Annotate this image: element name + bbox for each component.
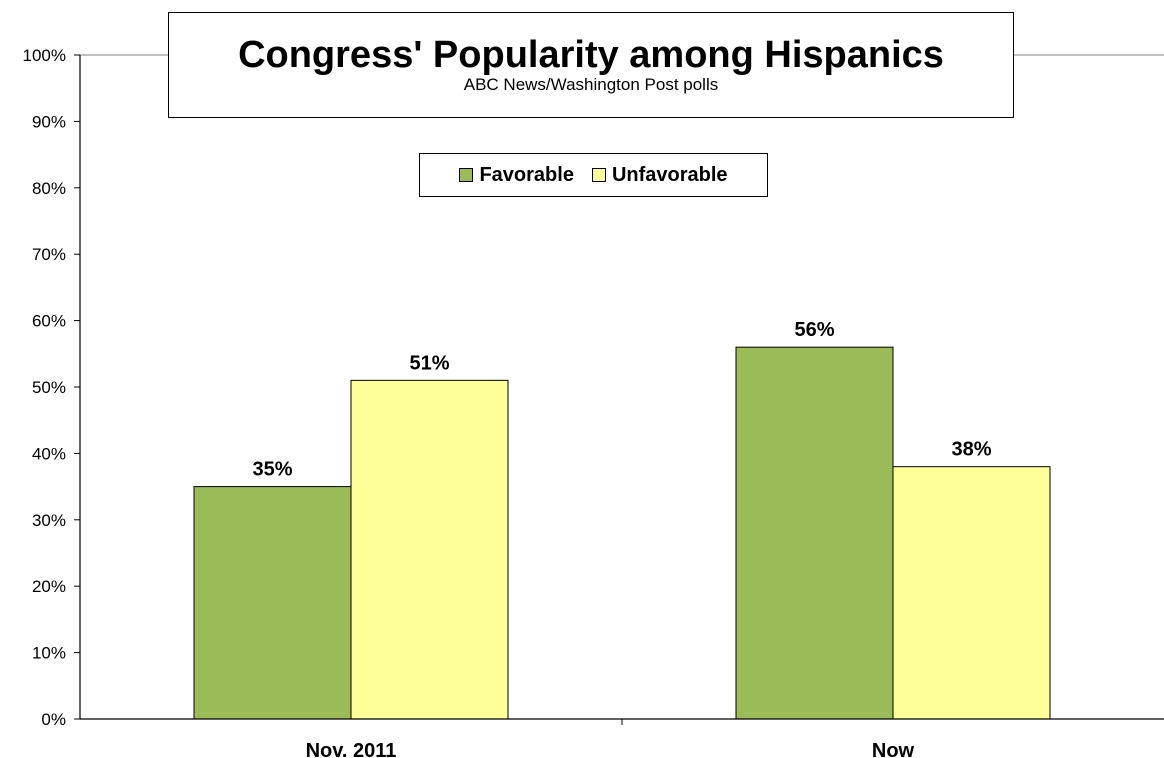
legend-label-favorable: Favorable <box>479 163 574 186</box>
legend-label-unfavorable: Unfavorable <box>611 163 728 186</box>
data-labels: 35% 51% 56% 38% <box>252 319 991 480</box>
y-tick-label: 80% <box>32 179 66 198</box>
y-tick-label: 30% <box>32 511 66 530</box>
legend-item-favorable: Favorable <box>459 163 574 187</box>
chart-subtitle: ABC News/Washington Post polls <box>463 75 719 94</box>
y-tick-label: 20% <box>32 577 66 596</box>
y-tick-label: 70% <box>32 245 66 264</box>
legend-item-unfavorable: Unfavorable <box>591 163 728 187</box>
data-label: 56% <box>794 319 834 341</box>
x-category-label: Nov. 2011 <box>306 740 397 758</box>
legend-swatch-favorable <box>459 168 474 182</box>
y-tick-label: 0% <box>41 710 66 729</box>
bar-favorable-0 <box>193 486 352 720</box>
y-tick-label: 10% <box>32 644 66 663</box>
data-label: 38% <box>951 439 991 461</box>
data-label: 51% <box>409 352 449 374</box>
chart-title: Congress' Popularity among Hispanics <box>238 34 944 76</box>
y-tick-label: 100% <box>23 46 66 65</box>
legend: Favorable Unfavorable <box>419 153 768 197</box>
legend-swatch-unfavorable <box>591 168 606 182</box>
y-tick-label: 90% <box>32 112 66 131</box>
y-axis-ticks: 0% 10% 20% 30% 40% 50% 60% 70% 80% 90% 100% <box>23 46 80 729</box>
bar-unfavorable-1 <box>892 466 1051 720</box>
y-tick-label: 60% <box>32 312 66 331</box>
x-category-label: Now <box>872 740 915 758</box>
bar-favorable-1 <box>735 346 894 720</box>
y-tick-label: 50% <box>32 378 66 397</box>
x-axis-categories: Nov. 2011 Now <box>306 740 915 758</box>
data-label: 35% <box>252 459 292 481</box>
bars <box>193 346 1051 720</box>
bar-unfavorable-0 <box>350 379 509 720</box>
chart-title-box: Congress' Popularity among Hispanics ABC… <box>168 12 1014 118</box>
y-tick-label: 40% <box>32 444 66 463</box>
